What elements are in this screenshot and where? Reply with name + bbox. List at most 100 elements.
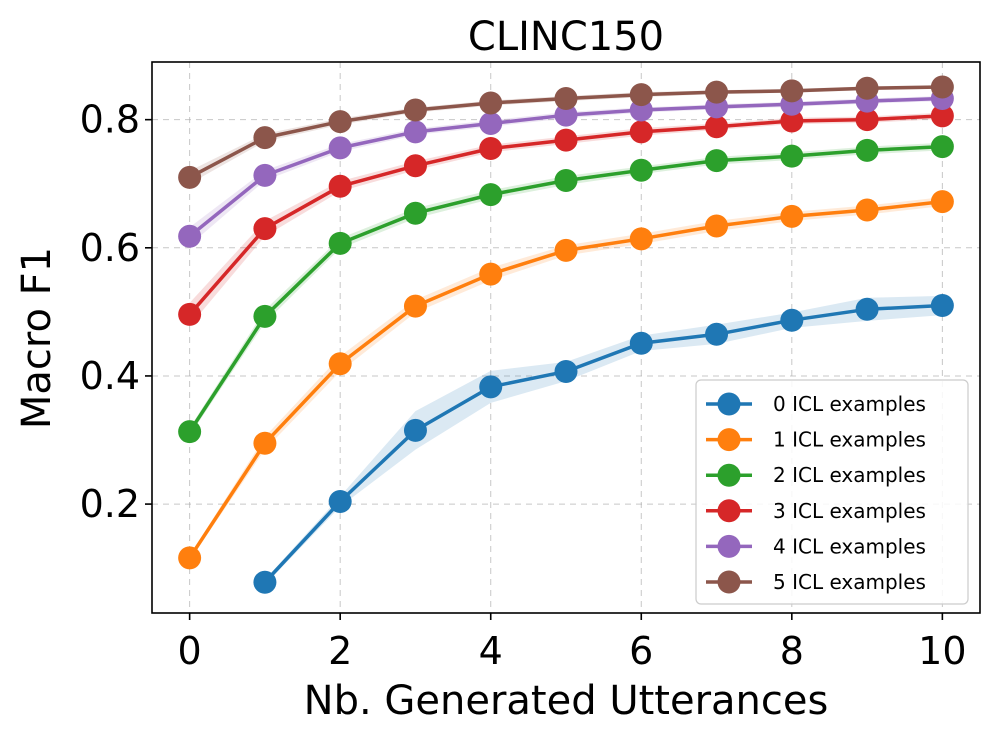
data-point — [705, 115, 729, 139]
data-point — [930, 104, 954, 128]
data-point — [328, 231, 352, 255]
legend-entry-0: 0 ICL examples — [706, 392, 926, 416]
data-point — [403, 120, 427, 144]
legend-label: 4 ICL examples — [773, 534, 926, 558]
data-point — [328, 110, 352, 134]
y-tick-label: 0.6 — [80, 226, 140, 270]
data-point — [554, 87, 578, 111]
data-point — [930, 293, 954, 317]
x-axis-title: Nb. Generated Utterances — [304, 678, 829, 724]
legend-entry-5: 5 ICL examples — [706, 570, 926, 594]
data-point — [328, 352, 352, 376]
legend-entry-1: 1 ICL examples — [706, 428, 926, 452]
legend-entry-3: 3 ICL examples — [706, 499, 926, 523]
data-point — [780, 109, 804, 133]
data-point — [705, 214, 729, 238]
x-tick-label: 10 — [918, 629, 966, 673]
data-point — [855, 198, 879, 222]
x-tick-label: 0 — [178, 629, 202, 673]
data-point — [855, 108, 879, 132]
x-axis-ticks: 0 2 4 6 8 10 — [178, 613, 967, 673]
legend-marker — [717, 534, 741, 558]
data-point — [178, 546, 202, 570]
data-point — [253, 304, 277, 328]
data-point — [479, 183, 503, 207]
data-point — [780, 79, 804, 103]
legend-marker — [717, 428, 741, 452]
x-tick-label: 8 — [780, 629, 804, 673]
data-point — [479, 91, 503, 115]
data-point — [629, 158, 653, 182]
data-point — [780, 144, 804, 168]
data-point — [479, 375, 503, 399]
data-point — [554, 359, 578, 383]
data-point — [328, 490, 352, 514]
data-point — [554, 103, 578, 127]
legend-marker — [717, 392, 741, 416]
legend-entry-2: 2 ICL examples — [706, 463, 926, 487]
legend-marker — [717, 499, 741, 523]
series-0 — [253, 293, 954, 594]
series-1 — [178, 190, 954, 570]
data-point — [178, 302, 202, 326]
data-point — [403, 201, 427, 225]
data-point — [178, 165, 202, 189]
data-point — [705, 80, 729, 104]
chart-title: CLINC150 — [468, 14, 664, 60]
data-point — [554, 169, 578, 193]
data-point — [253, 126, 277, 150]
x-tick-label: 2 — [328, 629, 352, 673]
y-tick-label: 0.4 — [80, 354, 140, 398]
data-point — [705, 149, 729, 173]
data-point — [554, 238, 578, 262]
data-point — [328, 174, 352, 198]
data-point — [178, 224, 202, 248]
data-point — [178, 420, 202, 444]
legend-label: 0 ICL examples — [773, 392, 926, 416]
series-line-0 — [263, 303, 943, 584]
data-point — [328, 136, 352, 160]
data-point — [930, 190, 954, 214]
legend-label: 3 ICL examples — [773, 499, 926, 523]
data-point — [629, 227, 653, 251]
legend-label: 1 ICL examples — [773, 428, 926, 452]
legend-marker — [717, 463, 741, 487]
data-point — [403, 98, 427, 122]
series-3 — [178, 104, 954, 326]
x-tick-label: 6 — [629, 629, 653, 673]
data-point — [253, 163, 277, 187]
data-point — [930, 135, 954, 159]
legend-label: 5 ICL examples — [773, 570, 926, 594]
data-point — [403, 154, 427, 178]
data-point — [479, 136, 503, 160]
data-point — [629, 83, 653, 107]
data-point — [930, 75, 954, 99]
legend-marker — [717, 570, 741, 594]
confidence-band-0 — [264, 295, 943, 585]
data-point — [705, 322, 729, 346]
x-tick-label: 4 — [479, 629, 503, 673]
data-point — [403, 418, 427, 442]
data-point — [780, 308, 804, 332]
data-point — [253, 217, 277, 241]
data-point — [629, 331, 653, 355]
y-tick-label: 0.2 — [80, 482, 140, 526]
data-point — [479, 262, 503, 286]
legend-frame — [695, 379, 969, 605]
confidence-bands — [189, 85, 943, 585]
data-point — [253, 570, 277, 594]
series-2 — [178, 135, 954, 444]
data-point — [629, 120, 653, 144]
data-point — [403, 294, 427, 318]
data-point — [479, 112, 503, 136]
plot-area-frame — [151, 61, 981, 614]
y-tick-label: 0.8 — [80, 98, 140, 142]
series-lines — [178, 75, 954, 594]
data-point — [855, 138, 879, 162]
legend: 0 ICL examples 1 ICL examples 2 ICL exampl… — [695, 379, 969, 605]
data-point — [855, 76, 879, 100]
data-point — [855, 297, 879, 321]
data-point — [780, 204, 804, 228]
legend-label: 2 ICL examples — [773, 463, 926, 487]
